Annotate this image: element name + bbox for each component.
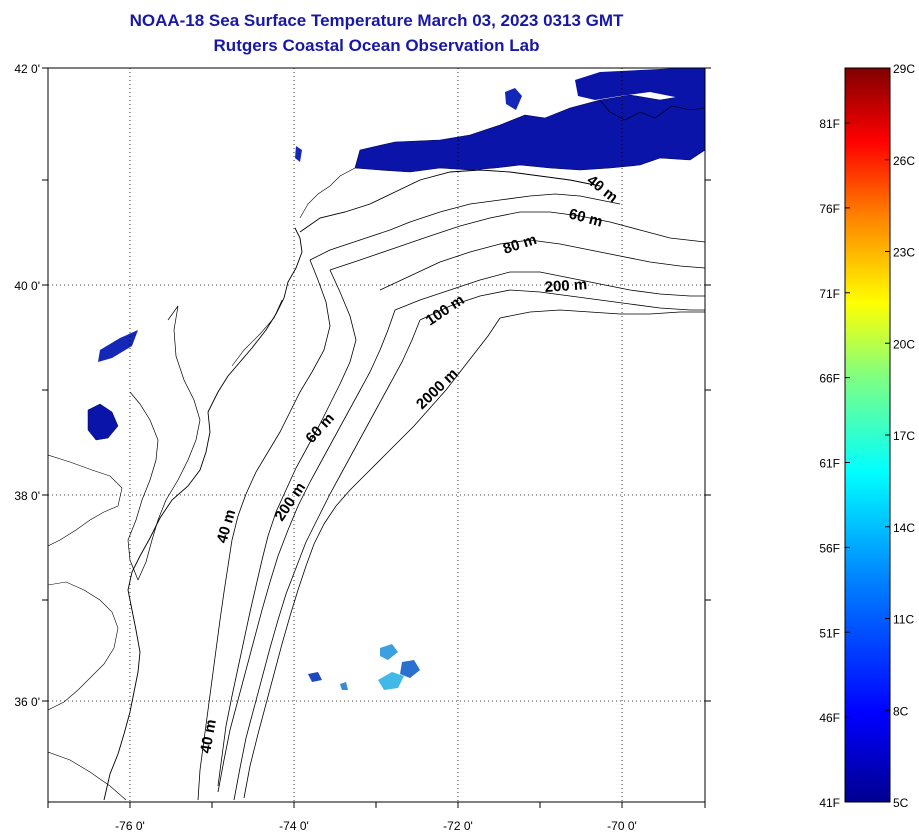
coastline-western-shore: [48, 454, 123, 711]
contour-label-60m: 60 m: [567, 205, 604, 230]
contour-label-2000m: 2000 m: [413, 365, 461, 413]
coastline-long-island: [299, 169, 601, 233]
lat-tick-label: 42 0': [14, 62, 40, 76]
sst-patch-offshore-4: [308, 672, 322, 682]
lat-tick-label: 36 0': [14, 695, 40, 709]
sst-patch-offshore-5: [340, 682, 348, 690]
contour-label-200m-south: 200 m: [271, 479, 309, 524]
cold-water-patch-ne: [575, 68, 705, 100]
colorbar-fahrenheit-label: 76F: [819, 202, 840, 216]
cold-water-patch-north: [354, 91, 705, 173]
grid-lines: [48, 68, 705, 802]
coastline-delaware: [231, 299, 283, 367]
contour-80m: [379, 239, 705, 291]
sst-patch-offshore-1: [380, 644, 398, 660]
colorbar-fahrenheit-label: 66F: [819, 372, 840, 386]
contour-40m: [197, 193, 621, 801]
colorbar-fahrenheit-label: 51F: [819, 626, 840, 640]
map-title: NOAA-18 Sea Surface Temperature March 03…: [129, 11, 624, 30]
colorbar-celsius-label: 23C: [893, 246, 915, 260]
colorbar-celsius-label: 11C: [893, 613, 914, 627]
colorbar: [844, 67, 891, 803]
colorbar-fahrenheit-label: 81F: [819, 117, 840, 131]
lon-tick-label: -72 0': [443, 819, 473, 832]
colorbar-celsius-label: 17C: [893, 429, 915, 443]
lat-tick-label: 38 0': [14, 489, 40, 503]
contour-100m: [217, 271, 705, 793]
contour-60m: [217, 211, 705, 787]
cold-water-patch-west: [87, 403, 119, 441]
tick-marks: [42, 67, 711, 808]
contour-label-200m: 200 m: [544, 276, 588, 296]
contour-200m: [233, 289, 705, 801]
contour-label-40m-far-south: 40 m: [197, 718, 220, 755]
cold-water-patch-small: [295, 146, 302, 162]
colorbar-celsius-label: 26C: [893, 154, 915, 168]
colorbar-celsius-label: 29C: [893, 62, 915, 76]
cold-water-patch-bay: [98, 330, 138, 362]
cold-water-patch-island: [505, 88, 522, 110]
colorbar-labels: 29C 26C 23C 20C 17C 14C 11C 8C 5C 81F 76F 71F 66F 61F…: [819, 62, 915, 810]
colorbar-fahrenheit-label: 41F: [819, 796, 840, 810]
lon-tick-label: -74 0': [279, 819, 309, 832]
colorbar-celsius-label: 5C: [893, 796, 909, 810]
colorbar-celsius-label: 20C: [893, 337, 915, 351]
coastline-new-england: [299, 99, 705, 219]
sst-patch-offshore-3: [400, 660, 420, 678]
coastline-nc: [48, 751, 127, 801]
map-content: [48, 68, 705, 801]
lon-tick-label: -70 0': [607, 819, 637, 832]
colorbar-fahrenheit-label: 71F: [819, 287, 840, 301]
coastline: [103, 227, 303, 801]
contour-2000m: [243, 309, 705, 799]
colorbar-fahrenheit-label: 46F: [819, 711, 840, 725]
contour-label-80m: 80 m: [501, 231, 539, 258]
map-subtitle: Rutgers Coastal Ocean Observation Lab: [213, 36, 540, 55]
lat-tick-label: 40 0': [14, 279, 40, 293]
lon-tick-label: -76 0': [115, 819, 145, 832]
colorbar-celsius-label: 8C: [893, 704, 909, 718]
colorbar-fahrenheit-label: 61F: [819, 457, 840, 471]
colorbar-celsius-label: 14C: [893, 521, 915, 535]
contour-label-40m: 40 m: [584, 172, 621, 206]
coastline-chesapeake: [127, 305, 201, 581]
sst-patch-offshore-2: [378, 672, 404, 690]
colorbar-fahrenheit-label: 56F: [819, 541, 840, 555]
